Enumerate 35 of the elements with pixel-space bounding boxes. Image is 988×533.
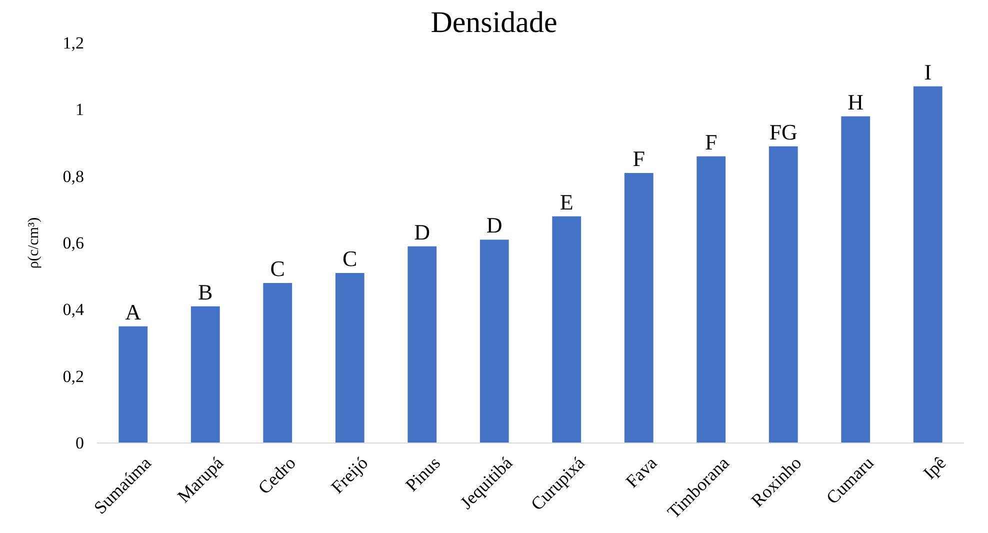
annotation: D bbox=[486, 212, 502, 238]
bar bbox=[913, 86, 942, 443]
bar bbox=[190, 306, 220, 443]
annotation: F bbox=[632, 146, 645, 171]
y-axis-title: ρ(c/cm³) bbox=[26, 217, 42, 269]
y-tick-label: 0,2 bbox=[62, 366, 84, 386]
annotation: E bbox=[560, 189, 574, 214]
annotation: B bbox=[198, 279, 213, 304]
annotation: D bbox=[414, 219, 430, 244]
bar bbox=[841, 116, 870, 443]
annotation: H bbox=[848, 89, 864, 114]
y-tick-label: 0,6 bbox=[62, 233, 84, 252]
bar bbox=[480, 240, 509, 443]
bar bbox=[335, 273, 364, 443]
bar bbox=[263, 283, 292, 443]
x-tick-label: Ipê bbox=[919, 452, 950, 484]
x-tick-label: Fava bbox=[622, 452, 661, 492]
annotation: F bbox=[705, 129, 718, 154]
bar bbox=[768, 146, 798, 443]
bar bbox=[624, 173, 654, 443]
y-tick-label: 1 bbox=[76, 100, 84, 120]
chart-title: Densidade bbox=[430, 6, 558, 39]
y-tick-label: 0,4 bbox=[62, 300, 84, 320]
y-tick-label: 0 bbox=[76, 433, 84, 452]
y-tick-label: 0,8 bbox=[62, 166, 84, 186]
bar bbox=[408, 246, 437, 443]
annotation: FG bbox=[769, 119, 798, 144]
bar bbox=[696, 156, 726, 443]
annotation: C bbox=[342, 246, 358, 271]
y-tick-label: 1,2 bbox=[62, 33, 84, 52]
annotation: C bbox=[270, 256, 285, 281]
bar bbox=[118, 326, 148, 443]
annotation: I bbox=[924, 59, 932, 84]
annotation: A bbox=[125, 299, 142, 324]
bar bbox=[552, 216, 582, 443]
